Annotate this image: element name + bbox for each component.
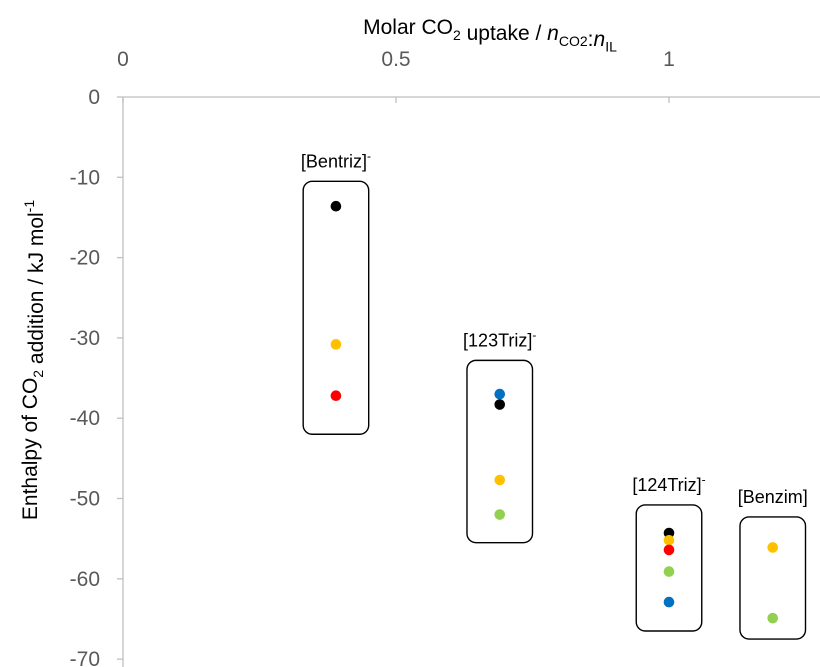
x-tick-label: 1 <box>663 48 675 71</box>
data-point <box>663 534 675 546</box>
x-axis: 0 0.5 1 <box>117 48 820 103</box>
data-group: [124Triz]- <box>632 472 706 632</box>
data-point <box>494 509 506 520</box>
y-tick-label: -60 <box>70 568 100 591</box>
data-group: [123Triz]- <box>463 328 536 544</box>
group-box <box>466 359 534 544</box>
y-tick-label: -70 <box>70 648 100 667</box>
x-tick-label: 0 <box>117 48 129 71</box>
data-groups: [Bentriz]- [123Triz]- [124Triz]- [Benzim] <box>301 149 808 640</box>
y-tick-label: -40 <box>70 407 100 430</box>
data-point <box>663 566 675 577</box>
y-tick-label: -10 <box>70 166 100 189</box>
data-point <box>330 339 342 350</box>
x-tick-label: 0.5 <box>381 48 410 71</box>
data-point <box>494 388 506 400</box>
data-point <box>494 399 506 410</box>
data-point <box>767 612 779 624</box>
data-point <box>767 542 779 553</box>
data-point <box>330 390 342 402</box>
y-tick-label: -30 <box>70 327 100 350</box>
group-label: [124Triz]- <box>632 472 705 495</box>
group-box <box>739 516 807 640</box>
data-group: [Bentriz]- <box>301 149 371 435</box>
y-axis: 0 -10 -20 -30 -40 -50 -60 -70 <box>70 86 124 667</box>
y-tick-label: -50 <box>70 488 100 511</box>
group-label: [Benzim] <box>738 487 808 507</box>
data-point <box>663 596 675 608</box>
group-box <box>635 504 703 632</box>
group-box <box>302 180 370 435</box>
y-axis-title: Enthalpy of CO2 addition / kJ mol-1 <box>19 200 48 520</box>
data-group: [Benzim] <box>738 487 808 640</box>
data-point <box>494 474 506 486</box>
group-label: [Bentriz]- <box>301 149 371 172</box>
y-tick-label: -20 <box>70 247 100 270</box>
y-tick-label: 0 <box>88 86 100 109</box>
x-axis-title: Molar CO2 uptake / nCO2:nIL <box>363 16 617 55</box>
group-label: [123Triz]- <box>463 328 536 351</box>
data-point <box>330 200 342 212</box>
data-point <box>663 544 675 556</box>
